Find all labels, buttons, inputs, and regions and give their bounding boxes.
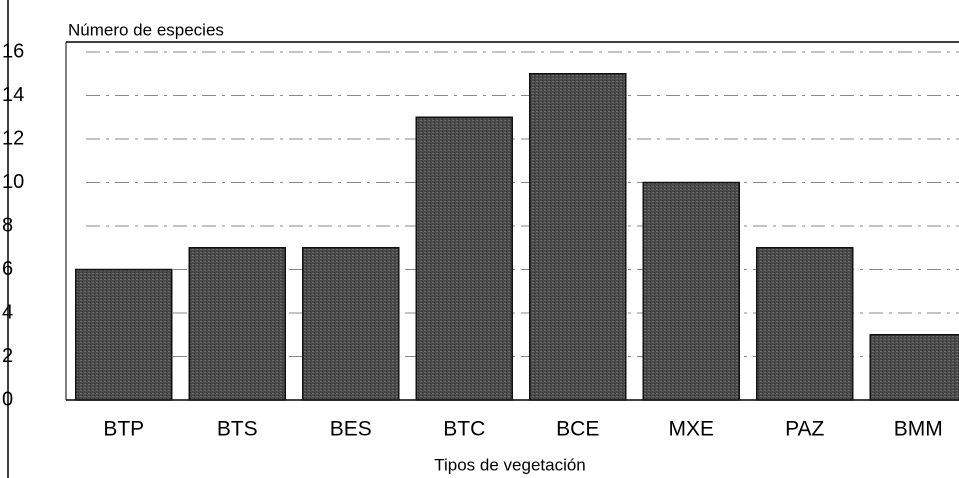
y-tick-label: 8 [2, 214, 13, 236]
bar [302, 247, 400, 401]
x-tick-label: BTS [217, 418, 258, 441]
bar [415, 116, 513, 401]
y-tick-label: 0 [2, 388, 13, 410]
bar [869, 334, 959, 401]
y-tick-label: 14 [2, 84, 24, 106]
y-tick-label: 6 [2, 258, 13, 280]
x-tick-label: MXE [668, 418, 714, 441]
bar [75, 268, 173, 401]
x-tick-label: BTC [443, 418, 485, 441]
y-tick-label: 12 [2, 127, 24, 149]
x-tick-label: BCE [556, 418, 599, 441]
y-axis-label: Número de especies [68, 20, 224, 39]
x-tick-label: BMM [894, 418, 943, 441]
bar [756, 247, 854, 401]
bar [642, 181, 740, 401]
y-tick-label: 10 [2, 171, 24, 193]
x-tick-label: BTP [103, 418, 144, 441]
x-tick-label: PAZ [785, 418, 824, 441]
x-axis-label: Tipos de vegetación [434, 455, 586, 474]
y-tick-label: 2 [2, 345, 13, 367]
bar [188, 247, 286, 401]
y-tick-label: 16 [2, 40, 24, 62]
y-tick-label: 4 [2, 301, 13, 323]
bar [529, 73, 627, 401]
x-tick-label: BES [330, 418, 372, 441]
